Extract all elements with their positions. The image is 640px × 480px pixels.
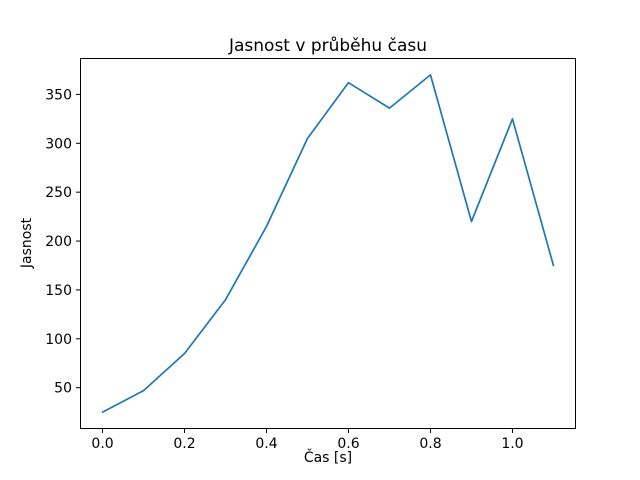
x-axis-label: Čas [s] xyxy=(303,450,353,466)
x-tick-label: 1.0 xyxy=(501,436,523,452)
x-tick-label: 0.2 xyxy=(173,436,195,452)
x-tick-label: 0.8 xyxy=(419,436,441,452)
y-tick-label: 250 xyxy=(45,185,72,201)
x-tick-label: 0.6 xyxy=(337,436,359,452)
chart-title: Jasnost v průběhu času xyxy=(228,36,427,56)
x-tick-label: 0.4 xyxy=(255,436,277,452)
data-line-series xyxy=(101,74,555,413)
y-tick-label: 150 xyxy=(45,283,72,299)
y-tick-label: 50 xyxy=(54,381,72,397)
y-tick-label: 300 xyxy=(45,136,72,152)
y-tick-label: 350 xyxy=(45,87,72,103)
x-tick-label: 0.0 xyxy=(91,436,113,452)
y-tick-label: 200 xyxy=(45,234,72,250)
y-axis-label: Jasnost xyxy=(19,217,35,269)
y-tick-label: 100 xyxy=(45,332,72,348)
axes-frame xyxy=(80,58,576,429)
